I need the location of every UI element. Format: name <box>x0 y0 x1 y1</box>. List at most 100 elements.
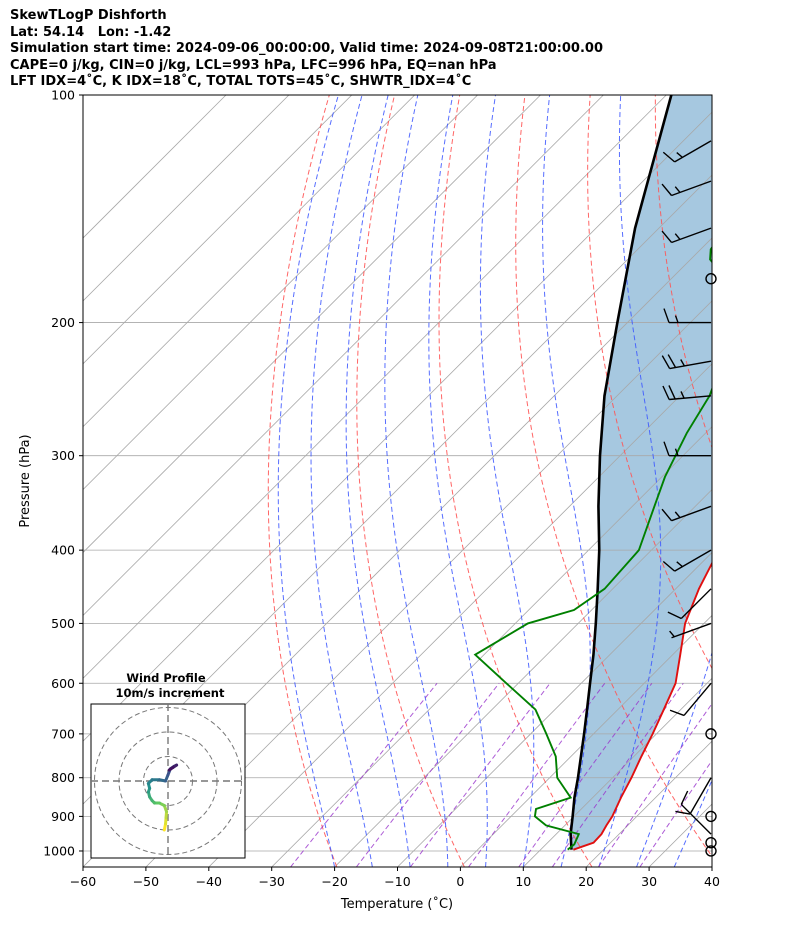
mixing-ratio-line <box>409 682 551 867</box>
parcel-profile-line <box>569 95 673 850</box>
barb-flag <box>662 385 670 400</box>
barb-flag <box>669 709 685 717</box>
barb-flag <box>675 810 691 815</box>
barb-shaft <box>674 549 712 572</box>
isotherm <box>83 95 478 491</box>
isotherm <box>271 426 712 867</box>
y-tick-label: 1000 <box>43 843 75 858</box>
barb-shaft <box>671 227 712 244</box>
wind-barb <box>680 790 712 835</box>
wind-barb <box>705 810 717 823</box>
calm-circle <box>705 836 717 849</box>
wind-barb <box>705 273 717 285</box>
barb-shaft <box>669 360 712 370</box>
barb-flag <box>663 308 670 323</box>
dry-adiabat <box>438 95 593 867</box>
x-tick-label: −50 <box>133 874 159 889</box>
chart-title: SkewTLogP Dishforth <box>10 8 167 23</box>
barb-shaft <box>683 682 712 716</box>
y-tick-label: 900 <box>51 809 75 824</box>
location-line: Lat: 54.14 Lon: -1.42 <box>10 24 172 40</box>
dry-adiabat <box>356 95 465 867</box>
wind-barb <box>662 140 712 163</box>
dry-adiabat <box>654 95 712 449</box>
moist-adiabat <box>598 95 662 867</box>
y-tick-label: 700 <box>51 726 75 741</box>
isotherm <box>83 111 712 742</box>
wind-barb <box>669 682 712 717</box>
y-tick-label: 400 <box>51 543 75 558</box>
dry-adiabat <box>587 95 712 670</box>
barb-flag <box>667 611 682 620</box>
barb-flag <box>661 230 673 243</box>
y-tick-label: 200 <box>51 315 75 330</box>
cape-area <box>570 95 712 850</box>
moist-adiabat <box>428 95 488 867</box>
moist-adiabat <box>345 95 411 867</box>
wind-barb <box>669 622 712 639</box>
barb-shaft <box>671 180 712 197</box>
barb-flag <box>663 441 670 456</box>
temperature-profile-line <box>573 561 712 851</box>
dewpoint-profile-line <box>473 245 712 851</box>
x-tick-label: −10 <box>384 874 410 889</box>
x-tick-label: −20 <box>321 874 347 889</box>
barb-shaft <box>680 803 712 835</box>
barb-half-flag <box>669 630 675 638</box>
wind-barb <box>667 588 712 620</box>
wind-barbs <box>661 140 717 857</box>
wind-barb <box>661 227 712 244</box>
barb-half-flag <box>674 186 681 193</box>
x-tick-label: −60 <box>70 874 96 889</box>
isotherm <box>83 95 290 302</box>
barb-flag <box>661 183 673 196</box>
barb-shaft <box>674 140 712 163</box>
y-tick-label: 300 <box>51 448 75 463</box>
barb-shaft <box>669 395 712 401</box>
hodograph-subtitle: 10m/s increment <box>116 686 225 700</box>
wind-barb <box>663 308 711 324</box>
barb-shaft <box>671 505 712 522</box>
y-tick-label: 800 <box>51 770 75 785</box>
x-tick-label: −40 <box>196 874 222 889</box>
dry-adiabat <box>267 95 338 867</box>
calm-circle <box>705 845 717 857</box>
calm-circle <box>705 810 717 823</box>
hodograph-inset: Wind Profile 10m/s increment <box>90 671 246 859</box>
isotherm <box>145 300 712 867</box>
barb-flag <box>662 560 676 572</box>
moist-adiabat <box>479 95 535 867</box>
mixing-ratio-line <box>290 682 438 867</box>
barb-flag <box>661 355 671 369</box>
hodograph-title: Wind Profile <box>126 671 206 685</box>
moist-adiabat <box>542 95 591 867</box>
dry-adiabat <box>721 95 794 867</box>
time-line: Simulation start time: 2024-09-06_00:00:… <box>10 41 603 56</box>
isotherm <box>523 677 712 867</box>
barb-flag <box>667 354 677 368</box>
indices-line: LFT IDX=4˚C, K IDX=18˚C, TOTAL TOTS=45˚C… <box>10 74 472 89</box>
isotherm <box>83 95 227 239</box>
barb-half-flag <box>680 359 686 367</box>
wind-barb <box>705 728 717 740</box>
barb-half-flag <box>674 511 681 519</box>
wind-barb <box>705 836 717 849</box>
barb-half-flag <box>674 233 681 240</box>
x-tick-label: 40 <box>704 874 720 889</box>
wind-barb <box>662 549 712 572</box>
isotherm <box>83 95 353 365</box>
isotherm <box>397 551 712 867</box>
isotherm <box>334 489 712 867</box>
cape-line: CAPE=0 j/kg, CIN=0 j/kg, LCL=993 hPa, LF… <box>10 57 497 73</box>
x-tick-label: 20 <box>578 874 594 889</box>
calm-circle <box>705 728 717 740</box>
wind-barb <box>661 505 712 522</box>
barb-half-flag <box>674 448 679 456</box>
isotherm <box>83 95 667 679</box>
moist-adiabat <box>711 865 712 867</box>
wind-barb <box>661 180 712 197</box>
isotherm <box>83 95 415 428</box>
x-tick-label: −30 <box>259 874 285 889</box>
wind-barb <box>662 385 712 401</box>
